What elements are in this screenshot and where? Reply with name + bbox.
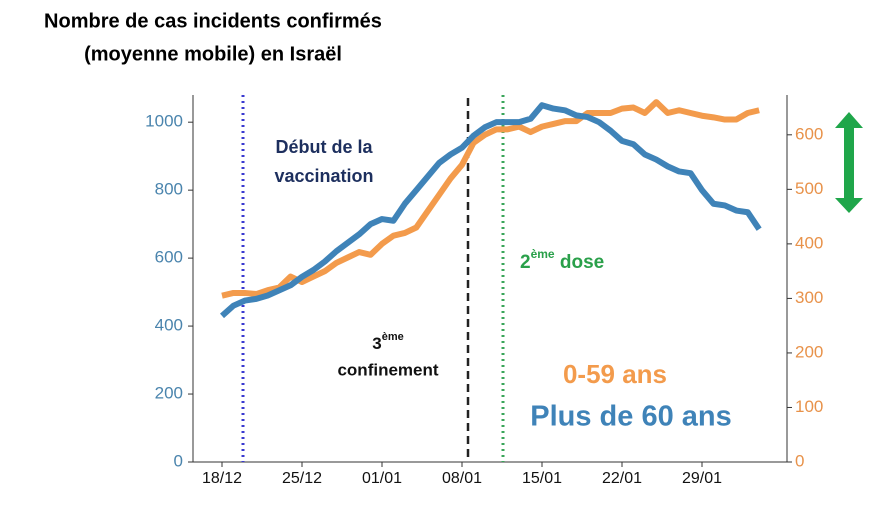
- y2-tick-label: 300: [795, 288, 823, 307]
- y-tick-label: 0: [174, 451, 183, 470]
- x-tick-label: 15/01: [522, 470, 562, 487]
- annotation: 3ème: [372, 331, 404, 354]
- y-tick-label: 400: [155, 316, 183, 335]
- annotation: 2ème dose: [520, 247, 604, 273]
- annotation-part: 2: [520, 252, 531, 273]
- annotation-part: ème: [531, 247, 555, 261]
- y2-tick-label: 600: [795, 124, 823, 143]
- series-line: [221, 99, 760, 299]
- chart-title: (moyenne mobile) en Israël: [84, 43, 342, 65]
- x-tick-label: 25/12: [282, 470, 322, 487]
- annotation: Début de la: [275, 137, 373, 157]
- y-tick-label: 600: [155, 248, 183, 267]
- x-tick-label: 08/01: [442, 470, 482, 487]
- x-tick-label: 29/01: [682, 470, 722, 487]
- y2-tick-label: 500: [795, 179, 823, 198]
- annotation-part: ème: [382, 331, 404, 343]
- x-tick-label: 22/01: [602, 470, 642, 487]
- chart-title: Nombre de cas incidents confirmés: [44, 10, 382, 32]
- legend-label: Plus de 60 ans: [530, 401, 732, 433]
- legend-label: 0-59 ans: [563, 359, 667, 389]
- y-tick-label: 1000: [145, 112, 183, 131]
- y-tick-label: 200: [155, 384, 183, 403]
- annotation: vaccination: [274, 166, 373, 186]
- annotation-part: dose: [555, 252, 605, 273]
- y-tick-label: 800: [155, 180, 183, 199]
- y2-tick-label: 200: [795, 342, 823, 361]
- y2-tick-label: 0: [795, 451, 804, 470]
- y2-tick-label: 400: [795, 233, 823, 252]
- series-line: [220, 102, 762, 319]
- x-tick-label: 01/01: [362, 470, 402, 487]
- annotation: confinement: [337, 360, 438, 379]
- y2-tick-label: 100: [795, 397, 823, 416]
- x-tick-label: 18/12: [202, 470, 242, 487]
- double-arrow: [835, 112, 863, 213]
- annotation-part: 3: [372, 334, 381, 353]
